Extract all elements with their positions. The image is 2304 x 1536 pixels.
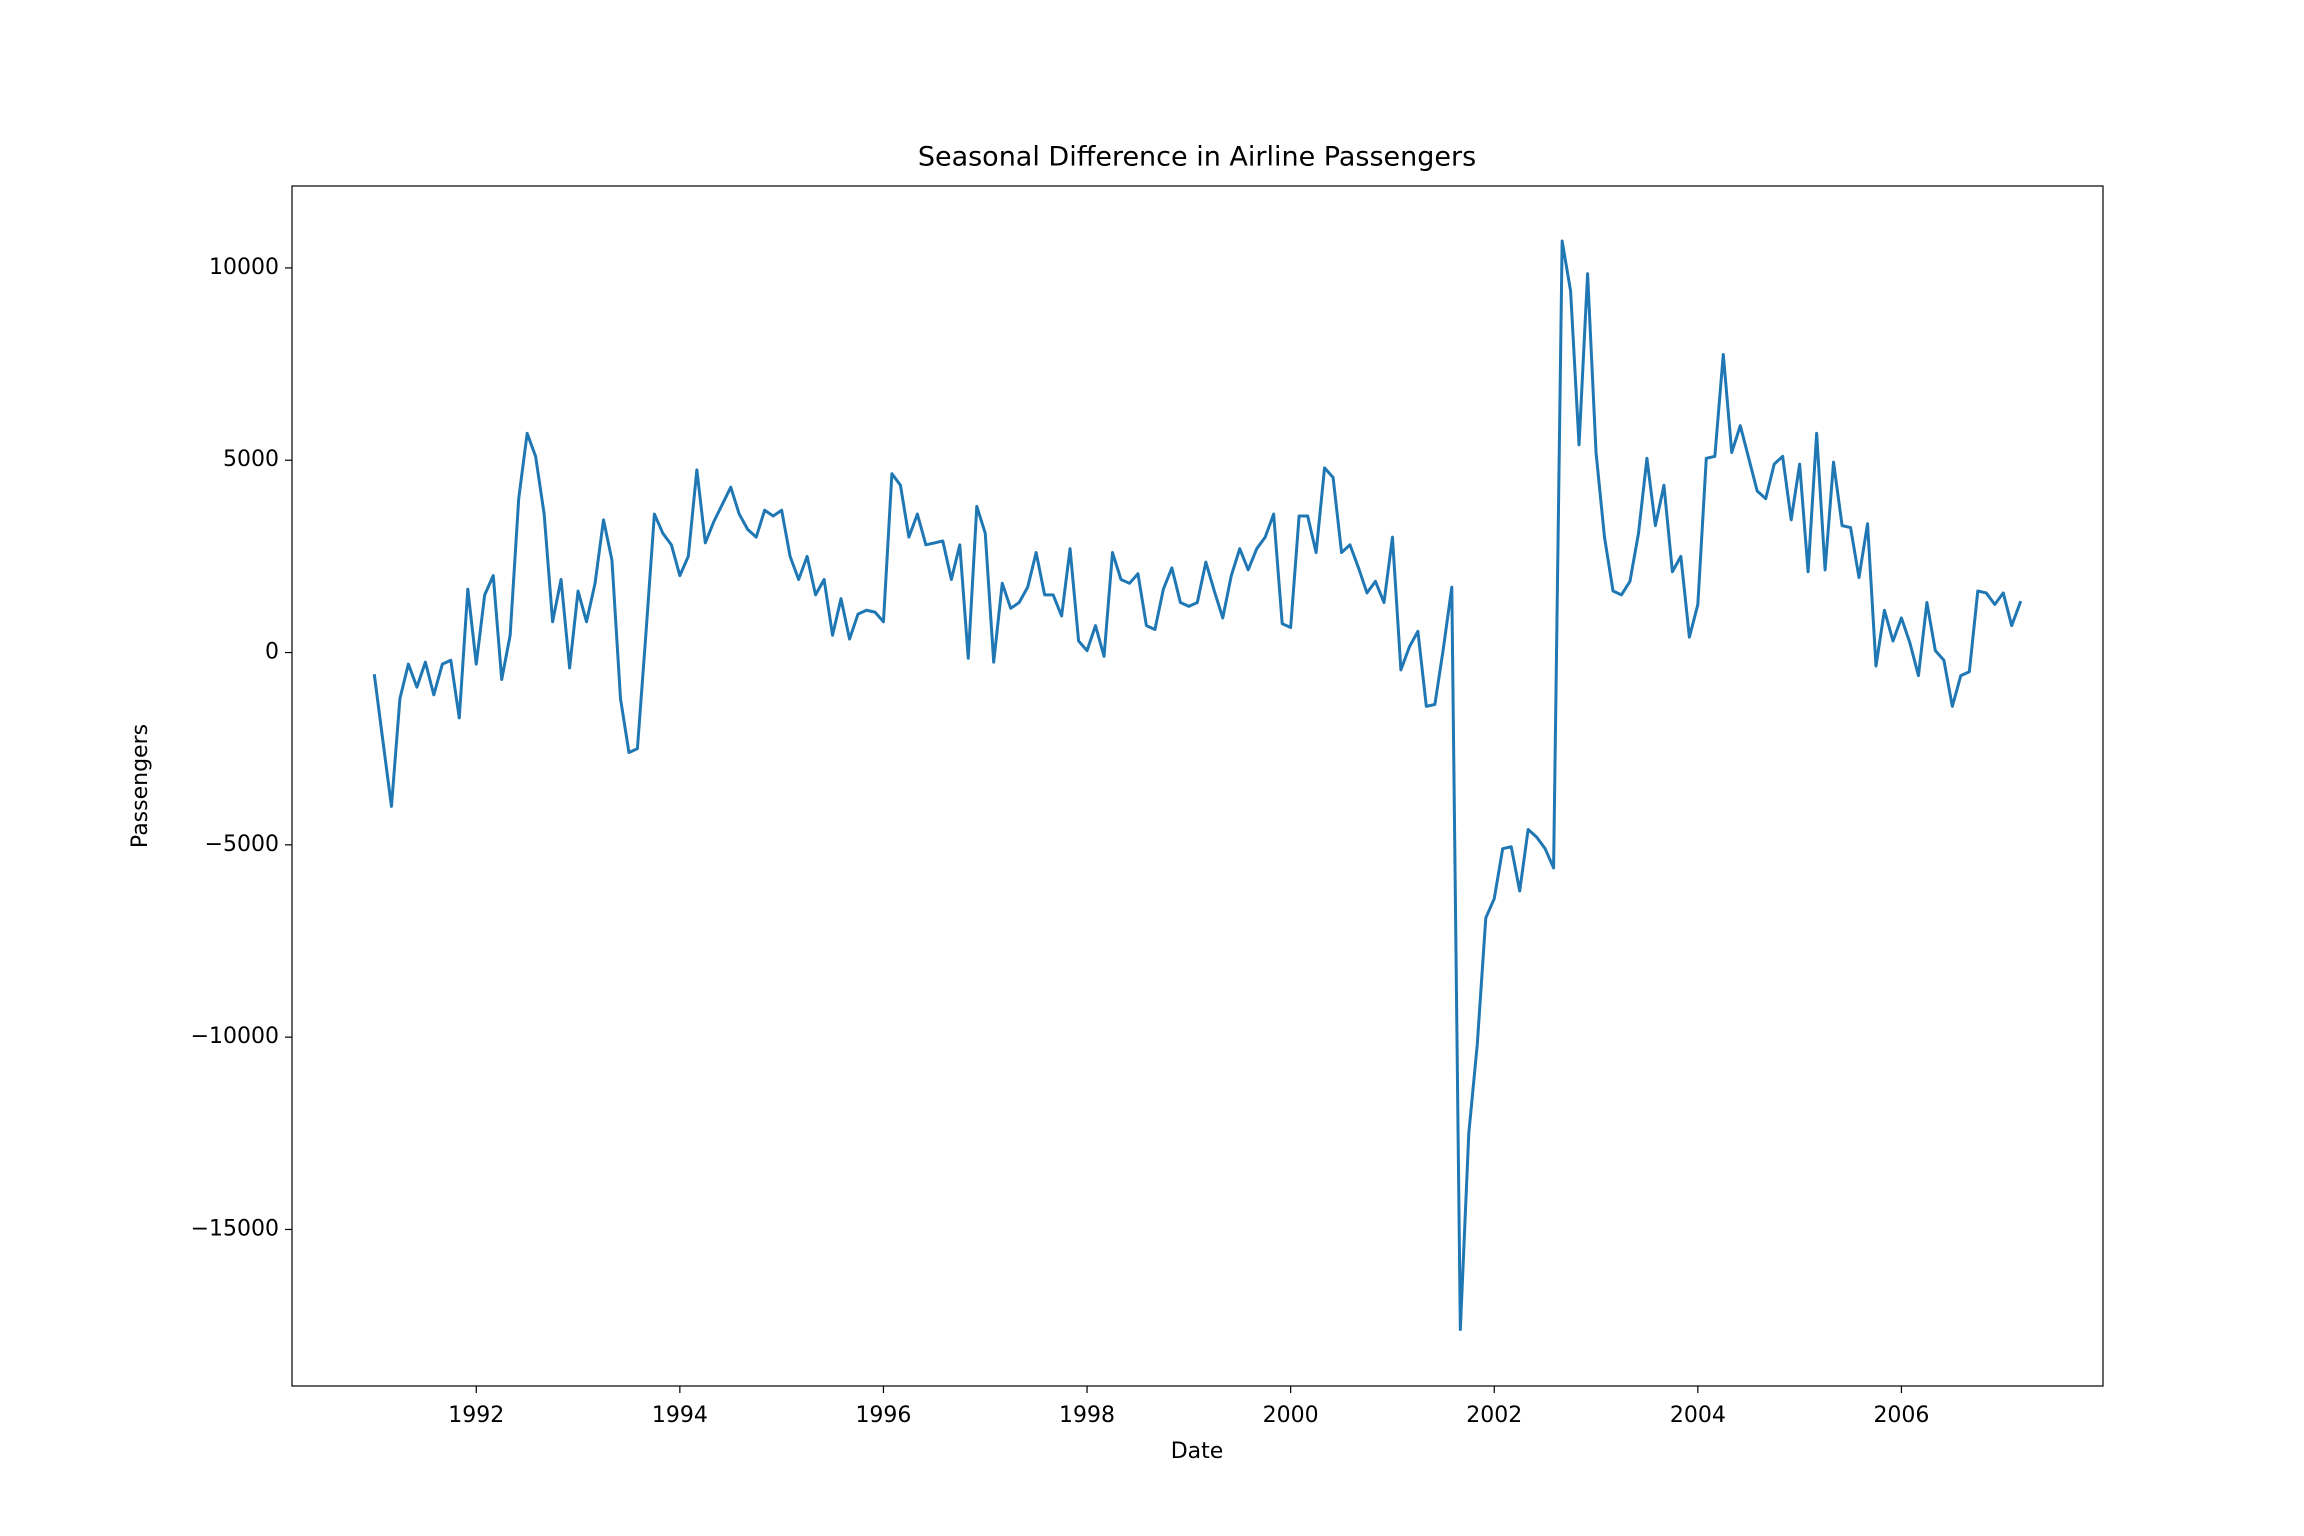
chart-title: Seasonal Difference in Airline Passenger… bbox=[918, 142, 1476, 173]
y-tick-label: −10000 bbox=[191, 1024, 279, 1049]
x-tick-label: 2002 bbox=[1466, 1403, 1522, 1428]
y-tick-label: 0 bbox=[265, 640, 279, 665]
data-line bbox=[372, 239, 2023, 1331]
x-axis-label: Date bbox=[1171, 1439, 1224, 1464]
y-axis-label: Passengers bbox=[128, 724, 153, 848]
x-tick-label: 1998 bbox=[1059, 1403, 1115, 1428]
y-tick-label: 5000 bbox=[223, 447, 279, 472]
x-tick-label: 1996 bbox=[855, 1403, 911, 1428]
x-tick-label: 1994 bbox=[652, 1403, 708, 1428]
plot-frame bbox=[291, 185, 2104, 1387]
y-tick-label: 10000 bbox=[209, 255, 279, 280]
x-tick-label: 1992 bbox=[448, 1403, 504, 1428]
y-tick-label: −5000 bbox=[205, 832, 279, 857]
x-tick-label: 2000 bbox=[1263, 1403, 1319, 1428]
x-tick-label: 2006 bbox=[1873, 1403, 1929, 1428]
x-tick-label: 2004 bbox=[1670, 1403, 1726, 1428]
y-tick-label: −15000 bbox=[191, 1216, 279, 1241]
